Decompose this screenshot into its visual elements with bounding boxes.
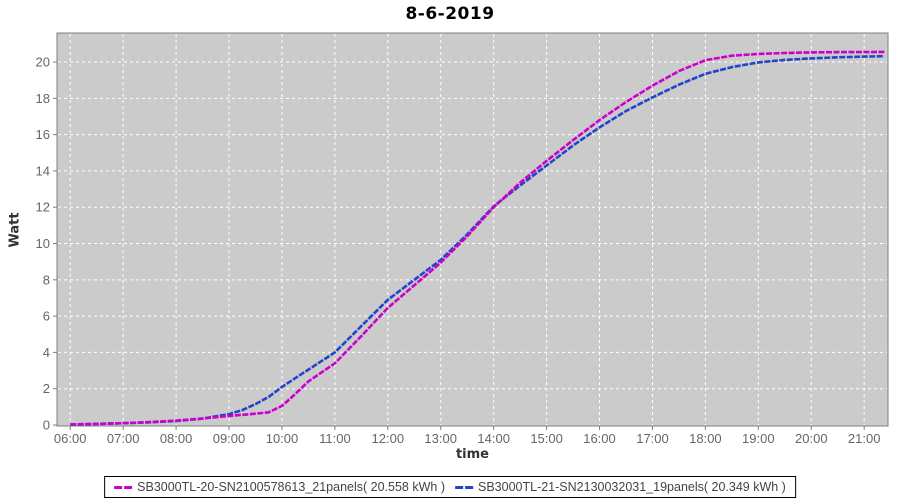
svg-text:15:00: 15:00 [530, 431, 563, 446]
svg-text:10: 10 [36, 236, 50, 251]
svg-text:09:00: 09:00 [213, 431, 246, 446]
legend-item-sb3000tl-21: SB3000TL-21-SN2130032031_19panels( 20.34… [455, 480, 786, 494]
svg-text:16: 16 [36, 127, 50, 142]
svg-text:12: 12 [36, 200, 50, 215]
svg-text:07:00: 07:00 [107, 431, 140, 446]
legend-swatch-blue-icon [455, 485, 473, 489]
svg-text:18:00: 18:00 [689, 431, 722, 446]
svg-text:11:00: 11:00 [319, 431, 351, 446]
svg-text:6: 6 [43, 309, 50, 324]
svg-text:08:00: 08:00 [160, 431, 193, 446]
y-axis-label: Watt [7, 212, 23, 248]
series-line-0 [70, 50, 885, 426]
svg-text:0: 0 [43, 418, 50, 433]
legend-swatch-magenta-icon [114, 485, 133, 489]
axis-ticks [53, 61, 865, 430]
svg-text:13:00: 13:00 [424, 431, 457, 446]
chart-title: 8-6-2019 [405, 4, 495, 24]
svg-text:17:00: 17:00 [636, 431, 669, 446]
legend-label-sb3000tl-21: SB3000TL-21-SN2130032031_19panels( 20.34… [478, 480, 786, 494]
svg-text:20:00: 20:00 [795, 431, 828, 446]
svg-text:4: 4 [43, 345, 50, 360]
x-axis-label: time [455, 447, 490, 462]
svg-text:06:00: 06:00 [54, 431, 87, 446]
svg-text:10:00: 10:00 [266, 431, 299, 446]
svg-text:21:00: 21:00 [848, 431, 881, 446]
legend-label-sb3000tl-20: SB3000TL-20-SN2100578613_21panels( 20.55… [137, 480, 445, 494]
x-tick-labels: 06:00 07:00 08:00 09:00 10:00 11:00 12:00 13:00… [54, 431, 881, 446]
y-tick-labels: 0 2 4 6 8 10 12 14 16 18 20 [36, 55, 50, 433]
svg-text:14: 14 [36, 163, 50, 178]
svg-text:20: 20 [36, 55, 50, 70]
svg-text:2: 2 [43, 381, 50, 396]
svg-text:18: 18 [36, 91, 50, 106]
svg-text:14:00: 14:00 [477, 431, 510, 446]
svg-text:8: 8 [43, 272, 50, 287]
legend-item-sb3000tl-20: SB3000TL-20-SN2100578613_21panels( 20.55… [114, 480, 445, 494]
svg-text:19:00: 19:00 [742, 431, 775, 446]
svg-text:16:00: 16:00 [583, 431, 616, 446]
svg-text:12:00: 12:00 [372, 431, 405, 446]
gridlines [58, 34, 887, 425]
legend: SB3000TL-20-SN2100578613_21panels( 20.55… [104, 476, 796, 498]
